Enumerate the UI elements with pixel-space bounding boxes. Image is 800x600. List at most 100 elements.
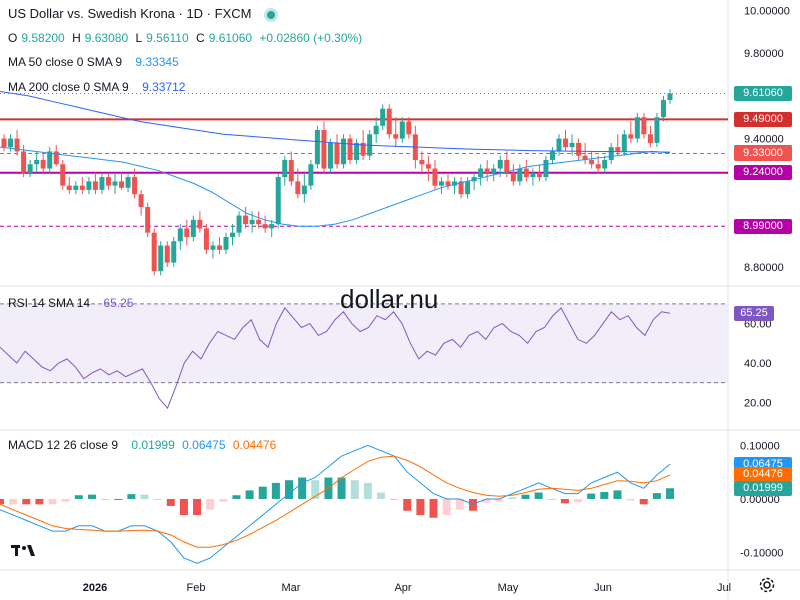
candle-body bbox=[634, 117, 640, 139]
candle-body bbox=[582, 155, 588, 160]
symbol-title[interactable]: US Dollar vs. Swedish Krona · 1D · FXCM bbox=[8, 6, 252, 21]
candle-body bbox=[66, 185, 72, 190]
candle-body bbox=[621, 134, 627, 152]
macd-hist-bar bbox=[429, 498, 438, 518]
candle-body bbox=[354, 142, 360, 160]
macd-hist-bar bbox=[442, 498, 451, 516]
rsi-value: 65.25 bbox=[103, 296, 134, 310]
macd-hist-bar bbox=[127, 494, 136, 499]
ma200-legend[interactable]: MA 200 close 0 SMA 9 9.33712 bbox=[8, 80, 189, 94]
candle-body bbox=[79, 185, 85, 190]
candle-body bbox=[615, 147, 621, 152]
macd-hist-value: 0.01999 bbox=[131, 438, 175, 452]
candle-body bbox=[399, 121, 405, 139]
candle-body bbox=[438, 181, 444, 186]
macd-hist-bar bbox=[101, 498, 110, 500]
ma50-legend[interactable]: MA 50 close 0 SMA 9 9.33345 bbox=[8, 55, 183, 69]
macd-hist-bar bbox=[114, 498, 123, 500]
candle-body bbox=[602, 159, 608, 169]
ma50-value: 9.33345 bbox=[135, 55, 179, 69]
time-axis-label: Apr bbox=[394, 582, 411, 594]
macd-histogram bbox=[0, 477, 674, 518]
candle-body bbox=[327, 142, 333, 169]
chart-title: US Dollar vs. Swedish Krona · 1D · FXCM bbox=[8, 6, 279, 21]
candle-body bbox=[92, 181, 98, 190]
candle-body bbox=[275, 177, 281, 225]
candle-body bbox=[589, 159, 595, 165]
candle-body bbox=[425, 164, 431, 169]
candle-body bbox=[595, 164, 601, 169]
candles-group bbox=[1, 89, 673, 276]
candle-body bbox=[190, 219, 196, 237]
price-tag-level: 9.49000 bbox=[734, 111, 792, 127]
candle-body bbox=[288, 159, 294, 182]
macd-hist-bar bbox=[574, 498, 583, 503]
watermark-text: dollar.nu bbox=[340, 284, 439, 314]
candle-body bbox=[262, 224, 268, 229]
macd-hist-bar bbox=[232, 495, 241, 499]
macd-legend[interactable]: MACD 12 26 close 9 0.01999 0.06475 0.044… bbox=[8, 438, 280, 452]
macd-label: MACD 12 26 close 9 bbox=[8, 438, 119, 452]
macd-hist-bar bbox=[298, 477, 307, 499]
candle-body bbox=[177, 228, 183, 242]
macd-hist-bar bbox=[74, 495, 83, 499]
candle-body bbox=[230, 232, 236, 237]
candle-body bbox=[452, 181, 458, 186]
macd-hist-bar bbox=[87, 494, 96, 499]
macd-hist-bar bbox=[547, 498, 556, 500]
macd-hist-bar bbox=[482, 498, 491, 503]
macd-hist-bar bbox=[179, 498, 188, 516]
open-value: 9.58200 bbox=[21, 31, 65, 45]
price-axis-label: 8.80000 bbox=[744, 262, 784, 274]
ma200-line bbox=[0, 91, 671, 153]
price-axis-label: 9.40000 bbox=[744, 134, 784, 146]
macd-hist-bar bbox=[9, 498, 18, 505]
candle-body bbox=[458, 181, 464, 195]
candle-body bbox=[484, 168, 490, 173]
candle-body bbox=[8, 138, 14, 148]
candle-body bbox=[556, 138, 562, 152]
candle-body bbox=[334, 142, 340, 165]
macd-hist-bar bbox=[560, 498, 569, 504]
macd-hist-bar bbox=[35, 498, 44, 505]
candle-body bbox=[210, 245, 216, 250]
candle-body bbox=[203, 228, 209, 250]
macd-hist-bar bbox=[350, 480, 359, 499]
macd-hist-bar bbox=[337, 477, 346, 499]
candle-body bbox=[236, 215, 242, 233]
rsi-line bbox=[0, 307, 671, 410]
price-tag-level: 8.99000 bbox=[734, 218, 792, 234]
candle-body bbox=[536, 172, 542, 178]
candle-body bbox=[406, 121, 412, 135]
macd-line bbox=[0, 444, 671, 564]
candle-body bbox=[497, 159, 503, 169]
candle-body bbox=[223, 236, 229, 250]
price-tag-level: 9.24000 bbox=[734, 165, 792, 181]
macd-hist-bar bbox=[666, 488, 674, 499]
macd-hist-bar bbox=[508, 497, 517, 499]
candle-body bbox=[563, 138, 569, 148]
ohlc-legend: O 9.58200 H 9.63080 L 9.56110 C 9.61060 +0.0… bbox=[8, 31, 363, 45]
macd-hist-bar bbox=[521, 494, 530, 499]
low-value: 9.56110 bbox=[146, 31, 189, 45]
ma50-line bbox=[0, 146, 671, 227]
candle-body bbox=[569, 142, 575, 148]
candle-body bbox=[14, 138, 20, 152]
settings-gear-icon[interactable] bbox=[758, 576, 776, 594]
rsi-legend[interactable]: RSI 14 SMA 14 65.25 bbox=[8, 296, 137, 310]
candle-body bbox=[256, 219, 262, 225]
candle-body bbox=[380, 108, 386, 126]
candle-body bbox=[360, 142, 366, 156]
macd-hist-bar bbox=[534, 492, 543, 499]
candle-body bbox=[543, 159, 549, 178]
time-axis-label: May bbox=[498, 582, 519, 594]
price-axis-label: 9.80000 bbox=[744, 48, 784, 60]
candle-body bbox=[432, 168, 438, 186]
macd-hist-bar bbox=[219, 498, 228, 502]
candle-body bbox=[576, 142, 582, 156]
macd-hist-bar bbox=[639, 498, 648, 505]
time-axis-label: Jul bbox=[717, 582, 731, 594]
tradingview-logo-icon[interactable] bbox=[10, 540, 38, 560]
macd-hist-bar bbox=[626, 498, 635, 501]
